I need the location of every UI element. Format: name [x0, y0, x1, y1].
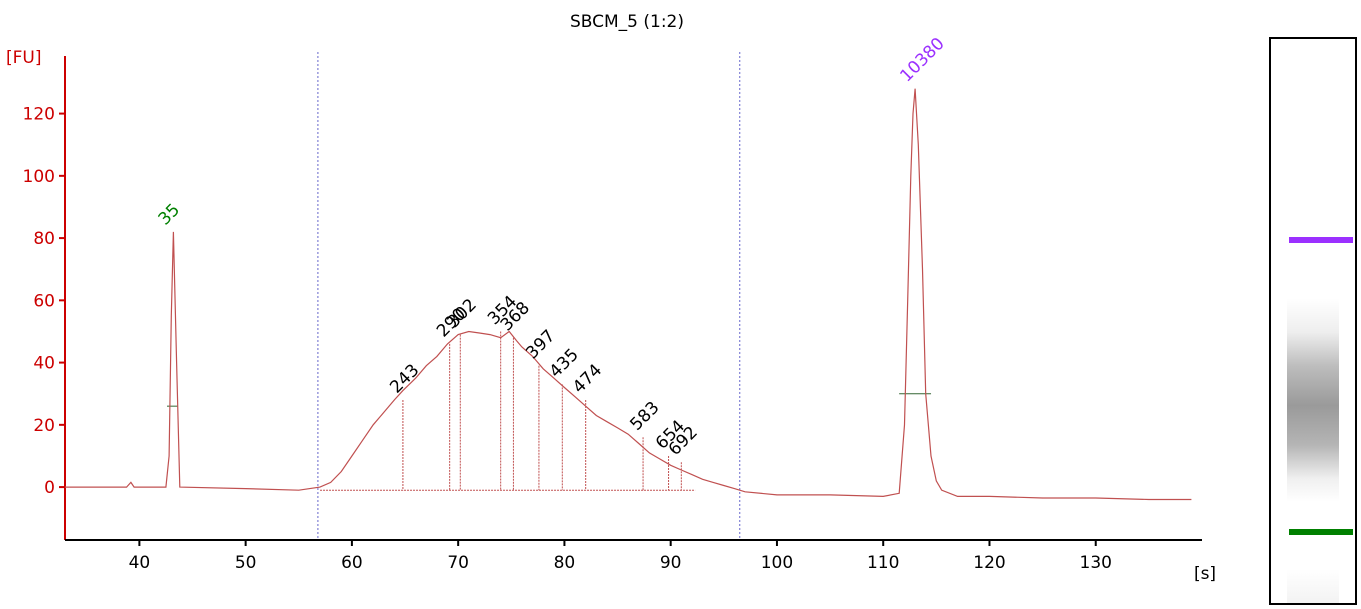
x-tick-label: 130 [1080, 553, 1112, 573]
peak-label: 397 [522, 326, 559, 363]
x-tick-label: 100 [761, 553, 793, 573]
x-tick-label: 40 [129, 553, 151, 573]
y-tick-label: 40 [33, 354, 55, 374]
x-tick-label: 120 [973, 553, 1005, 573]
gel-lane [1269, 37, 1357, 605]
chart-title: SBCM_5 (1:2) [570, 12, 684, 32]
trace-layer [65, 88, 1192, 501]
y-tick-label: 60 [33, 291, 55, 311]
y-tick-label: 100 [23, 167, 55, 187]
x-tick-label: 50 [235, 553, 257, 573]
x-tick-label: 60 [341, 553, 363, 573]
gel-smear [1287, 39, 1339, 603]
y-tick-label: 20 [33, 416, 55, 436]
marker-label: 35 [155, 200, 184, 229]
upper-marker-band [1289, 237, 1353, 243]
y-tick-label: 0 [44, 478, 55, 498]
x-tick-label: 110 [867, 553, 899, 573]
peak-label: 243 [386, 360, 423, 397]
x-tick-label: 80 [554, 553, 576, 573]
y-tick-label: 80 [33, 229, 55, 249]
electropherogram-chart: SBCM_5 (1:2) [FU] [s] 0 20 40 60 80 100 120 40 5… [6, 12, 1216, 584]
y-tick-label: 120 [23, 105, 55, 125]
marker-label: 10380 [896, 34, 948, 86]
x-axis-label: [s] [1194, 564, 1216, 584]
trace-line [65, 88, 1192, 501]
peak-regions [167, 52, 932, 540]
peak-label: 583 [626, 398, 663, 435]
y-axis-label: [FU] [6, 48, 42, 68]
lower-marker-band [1289, 529, 1353, 535]
x-tick-label: 90 [660, 553, 682, 573]
x-tick-label: 70 [447, 553, 469, 573]
axes: 0 20 40 60 80 100 120 40 50 60 70 80 90 100 110 120 130 [23, 56, 1202, 573]
